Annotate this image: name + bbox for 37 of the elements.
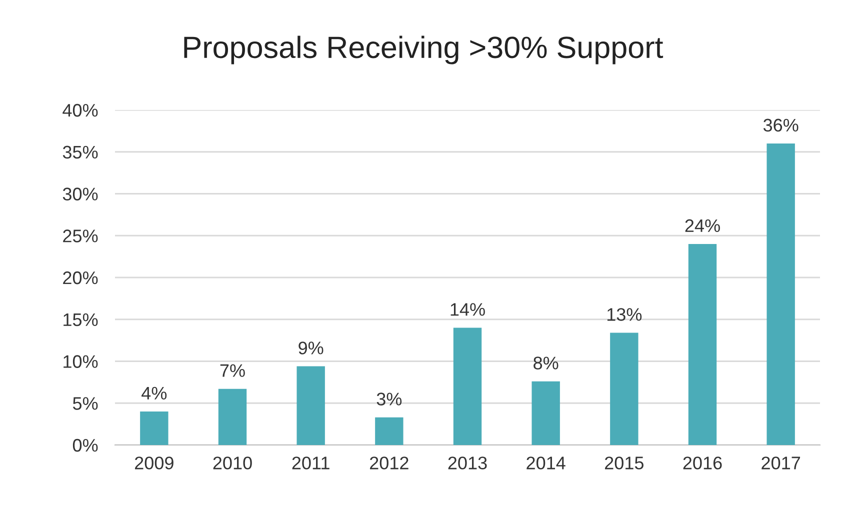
bar [532, 381, 560, 445]
y-tick-label: 40% [62, 104, 98, 117]
bar [375, 417, 404, 445]
y-tick-label: 30% [62, 188, 98, 200]
x-tick-label: 2017 [762, 456, 800, 470]
y-tick-label: 35% [62, 146, 98, 159]
data-label: 13% [607, 308, 642, 321]
data-label: 8% [534, 356, 558, 370]
x-tick-label: 2016 [683, 456, 722, 470]
y-tick-label: 25% [63, 230, 98, 242]
x-tick-label: 2014 [526, 456, 566, 470]
x-tick-label: 2011 [292, 456, 330, 470]
bar [296, 366, 325, 445]
bar [688, 244, 717, 445]
data-label: 3% [376, 392, 402, 406]
y-tick-label: 0% [72, 438, 98, 452]
y-tick-label: 10% [64, 355, 98, 368]
bar [766, 144, 795, 445]
x-tick-label: 2012 [370, 456, 408, 470]
chart-title: Proposals Receiving >30% Support [184, 36, 664, 64]
y-tick-label: 15% [64, 313, 98, 326]
y-tick-label: 5% [72, 397, 98, 410]
y-tick-label: 20% [63, 271, 98, 284]
x-tick-label: 2015 [604, 456, 644, 470]
x-tick-label: 2009 [134, 456, 174, 470]
data-label: 4% [142, 386, 167, 400]
data-label: 14% [450, 303, 485, 316]
x-tick-label: 2010 [213, 456, 252, 470]
bar [610, 332, 638, 445]
data-label: 24% [685, 219, 720, 232]
bar [140, 412, 168, 445]
data-label: 36% [763, 118, 798, 132]
x-tick-label: 2013 [448, 456, 487, 470]
bar [453, 328, 482, 445]
data-label: 7% [220, 364, 245, 377]
bar [218, 388, 247, 445]
data-label: 9% [298, 342, 324, 354]
